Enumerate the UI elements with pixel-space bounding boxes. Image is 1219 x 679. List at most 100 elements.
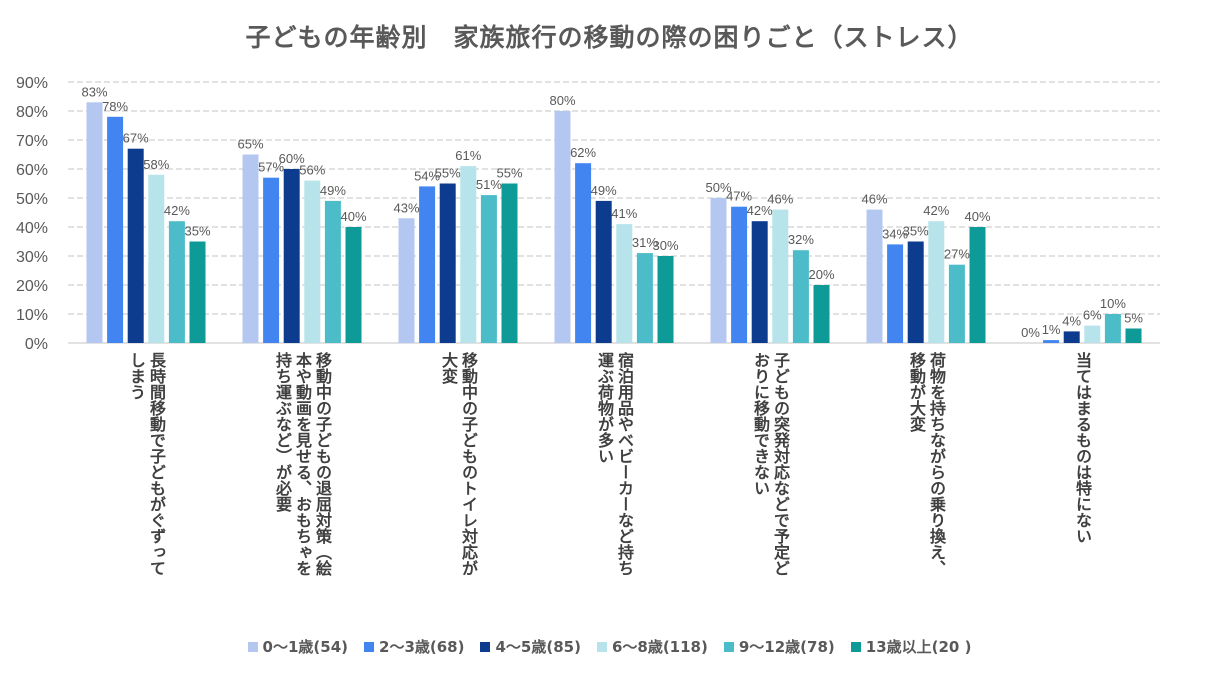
data-label: 5% [1124, 311, 1143, 326]
bar [1104, 314, 1121, 343]
data-label: 10% [1100, 296, 1126, 311]
data-label: 58% [143, 157, 169, 172]
data-label: 49% [591, 183, 617, 198]
x-category-label: 当てはまるものは特にない [1073, 352, 1092, 544]
bar [127, 148, 144, 343]
x-category-label: 移動中の子どもの退屈対策（絵 本や動画を見せる、おもちゃを 持ち運ぶなど）が必要 [273, 352, 332, 576]
data-label: 35% [184, 224, 210, 239]
bar [657, 256, 674, 343]
data-label: 4% [1062, 313, 1081, 328]
legend-item: 2～3歳(68) [364, 636, 464, 657]
bar [887, 244, 904, 343]
data-label: 43% [393, 200, 419, 215]
bar [304, 180, 321, 343]
bar [575, 163, 592, 343]
y-tick-label: 90% [16, 75, 48, 92]
data-label: 57% [258, 160, 284, 175]
bar [189, 241, 206, 343]
x-category-label: 荷物を持ちながらの乗り換え、 移動が大変 [907, 352, 946, 576]
bar [148, 174, 165, 343]
data-label: 1% [1042, 322, 1061, 337]
bar [595, 200, 612, 343]
data-label: 40% [340, 209, 366, 224]
y-tick-label: 30% [16, 249, 48, 266]
legend-label: 4～5歳(85) [495, 638, 581, 656]
y-tick-label: 0% [25, 336, 48, 353]
y-tick-label: 20% [16, 278, 48, 295]
x-category-label: 長時間移動で子どもがぐずって しまう [127, 352, 166, 576]
y-tick-label: 80% [16, 104, 48, 121]
bar [419, 186, 436, 343]
legend-swatch [247, 641, 258, 652]
data-label: 31% [632, 235, 658, 250]
data-label: 65% [237, 137, 263, 152]
data-label: 42% [923, 203, 949, 218]
legend-item: 0～1歳(54) [247, 636, 349, 657]
data-label: 40% [964, 209, 990, 224]
y-tick-label: 60% [16, 162, 48, 179]
legend-label: 0～1歳(54) [262, 638, 349, 656]
data-label: 54% [414, 168, 440, 183]
bar [554, 111, 571, 343]
bar [616, 224, 633, 343]
data-label: 51% [476, 177, 502, 192]
bar [772, 209, 789, 343]
data-label: 55% [435, 166, 461, 181]
data-label: 27% [944, 247, 970, 262]
legend: 0～1歳(54) 2～3歳(68) 4～5歳(85) 6～8歳(118) 9～12歳(7… [0, 636, 1219, 657]
data-label: 35% [903, 224, 929, 239]
bar [263, 177, 280, 343]
bar [398, 218, 415, 343]
y-tick-label: 10% [16, 307, 48, 324]
legend-item: 6～8歳(118) [596, 636, 708, 657]
legend-label: 6～8歳(118) [611, 638, 708, 656]
bar [439, 183, 456, 343]
y-tick-label: 40% [16, 220, 48, 237]
chart-title: 子どもの年齢別 家族旅行の移動の際の困りごと（ストレス） [245, 23, 974, 52]
bar [710, 198, 727, 343]
bar [501, 183, 518, 343]
data-label: 80% [549, 93, 575, 108]
data-label: 20% [808, 267, 834, 282]
legend-item: 4～5歳(85) [480, 636, 581, 657]
bar [1084, 325, 1101, 343]
data-label: 46% [767, 192, 793, 207]
data-label: 46% [861, 192, 887, 207]
data-label: 62% [570, 145, 596, 160]
bar [86, 102, 103, 343]
legend-label: 2～3歳(68) [379, 638, 465, 656]
bar [751, 221, 768, 343]
bar [168, 221, 185, 343]
data-label: 83% [81, 84, 107, 99]
data-label: 56% [299, 163, 325, 178]
bar [948, 264, 965, 343]
data-label: 42% [747, 203, 773, 218]
data-label: 32% [788, 232, 814, 247]
legend-item: 9～12歳(78) [723, 636, 835, 657]
data-label: 49% [320, 183, 346, 198]
legend-label: 9～12歳(78) [738, 638, 835, 656]
bar [242, 154, 259, 343]
data-label: 47% [726, 189, 752, 204]
bar [345, 227, 362, 343]
x-category-label: 子どもの突発対応などで予定ど おりに移動できない [751, 352, 790, 576]
data-label: 34% [882, 226, 908, 241]
bar [731, 206, 748, 343]
data-label: 41% [611, 206, 637, 221]
data-label: 78% [102, 99, 128, 114]
legend-item: 13歳以上(20 ) [850, 636, 972, 657]
bar [1043, 340, 1060, 343]
bar [460, 166, 477, 343]
bar [107, 116, 124, 343]
bar [866, 209, 883, 343]
data-label: 30% [652, 238, 678, 253]
data-label: 61% [455, 148, 481, 163]
y-tick-label: 50% [16, 191, 48, 208]
bar [1063, 331, 1080, 343]
x-category-label: 移動中の子どものトイレ対応が 大変 [439, 352, 478, 576]
data-label: 6% [1083, 308, 1102, 323]
y-tick-label: 70% [16, 133, 48, 150]
legend-swatch [364, 641, 375, 652]
legend-label: 13歳以上(20 ) [865, 638, 972, 656]
